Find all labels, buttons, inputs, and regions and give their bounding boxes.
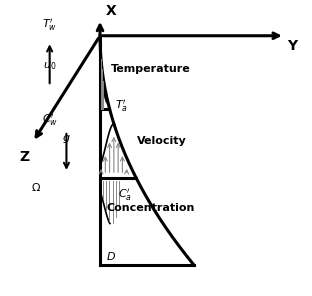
- Text: $u_0$: $u_0$: [43, 61, 56, 73]
- Text: $T_w'$: $T_w'$: [42, 17, 57, 33]
- Text: $C_w'$: $C_w'$: [41, 112, 58, 128]
- Text: $C_a'$: $C_a'$: [118, 187, 132, 203]
- Text: $D$: $D$: [106, 250, 116, 263]
- Text: Velocity: Velocity: [137, 136, 187, 146]
- Text: Temperature: Temperature: [110, 64, 190, 74]
- Text: Concentration: Concentration: [106, 203, 195, 213]
- Text: Z: Z: [19, 150, 30, 165]
- Text: $\Omega$: $\Omega$: [31, 181, 41, 193]
- Text: $T_a'$: $T_a'$: [115, 98, 128, 114]
- Text: Y: Y: [288, 38, 298, 53]
- Text: $g$: $g$: [62, 133, 71, 145]
- Text: X: X: [106, 4, 116, 17]
